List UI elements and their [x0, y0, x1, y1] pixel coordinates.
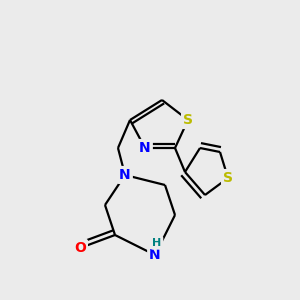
Text: S: S: [183, 113, 193, 127]
Text: S: S: [223, 171, 233, 185]
Text: N: N: [149, 248, 161, 262]
Text: N: N: [139, 141, 151, 155]
Text: O: O: [74, 241, 86, 255]
Text: H: H: [152, 238, 162, 248]
Text: N: N: [119, 168, 131, 182]
